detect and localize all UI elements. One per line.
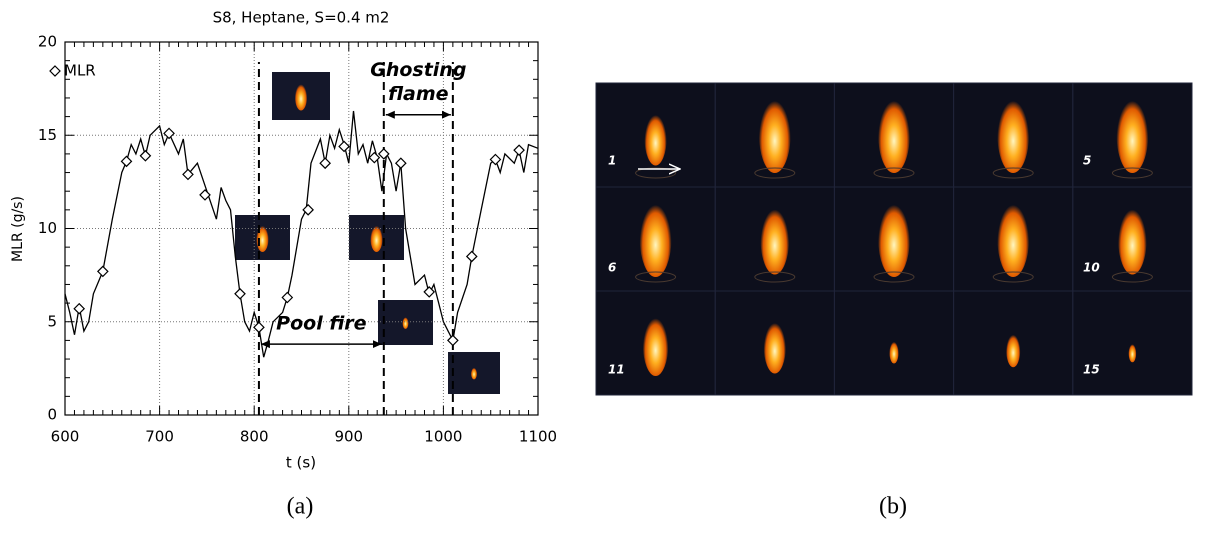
data-point [234,287,246,300]
y-axis-label: MLR (g/s) [10,196,26,262]
annotation-text: Ghosting [370,59,466,81]
flame [1116,93,1149,173]
flame [878,93,910,173]
photo-label: 6 [608,261,616,275]
x-tick-label: 700 [145,428,174,446]
y-tick-label: 20 [38,33,57,51]
x-tick-label: 900 [334,428,363,446]
data-point [253,321,265,334]
data-point [199,189,211,201]
legend-marker [49,65,61,77]
x-axis-label: t (s) [286,454,316,472]
data-point [465,250,478,263]
flame [642,312,669,376]
data-point [120,155,133,168]
annotation-text: flame [388,83,449,105]
flame [878,197,910,277]
flame [889,339,899,364]
data-point [96,265,109,278]
pan [873,167,915,179]
pan [754,167,796,179]
pan [1111,167,1153,179]
flame-thumbnails [235,72,500,394]
photo-cell [1072,290,1193,396]
data-point [394,157,407,170]
flame [1118,202,1147,275]
photo-grid [595,82,1193,396]
flame [370,223,383,252]
data-point [368,151,381,164]
panel-label: (b) [879,494,907,520]
pan [992,271,1034,283]
y-tick-label: 10 [38,219,57,237]
pan [754,271,796,283]
flame [760,202,790,275]
pan [1111,271,1153,283]
pan [635,271,677,283]
data-point [489,153,502,166]
y-tick-label: 15 [38,126,57,144]
data-point [338,140,350,153]
flame [758,93,791,173]
data-point [182,168,194,181]
flame [294,81,308,111]
data-point [73,302,86,315]
data-point [377,148,390,160]
flame [1006,331,1021,368]
flame [1128,342,1137,363]
data-point [423,286,436,298]
data-point [302,204,314,216]
photo-label: 15 [1083,363,1100,377]
flame [470,366,478,380]
data-point [281,291,294,304]
y-tick-label: 0 [47,406,57,424]
data-point [319,157,331,170]
y-tick-label: 5 [47,312,57,330]
panel-label: (a) [287,494,314,520]
flame [763,317,786,374]
x-tick-label: 800 [240,428,269,446]
flame [644,109,667,166]
flame [402,316,409,329]
flame [997,197,1030,277]
plot-frame [64,41,539,416]
x-tick-label: 1000 [424,428,462,446]
data-point [447,334,459,347]
data-point [163,127,175,140]
x-tick-label: 1100 [519,428,557,446]
x-tick-label: 600 [51,428,80,446]
flame [639,197,672,277]
photo-label: 1 [608,154,616,168]
flame [997,93,1030,173]
chart-title: S8, Heptane, S=0.4 m2 [213,9,390,27]
annotation-text: Pool fire [276,313,366,335]
photo-label: 10 [1083,261,1100,275]
legend-label: MLR [64,62,96,80]
photo-label: 5 [1083,154,1091,168]
photo-label: 11 [608,363,625,377]
pan [873,271,915,283]
data-point [513,144,525,157]
pan [992,167,1034,179]
data-point [139,149,152,162]
